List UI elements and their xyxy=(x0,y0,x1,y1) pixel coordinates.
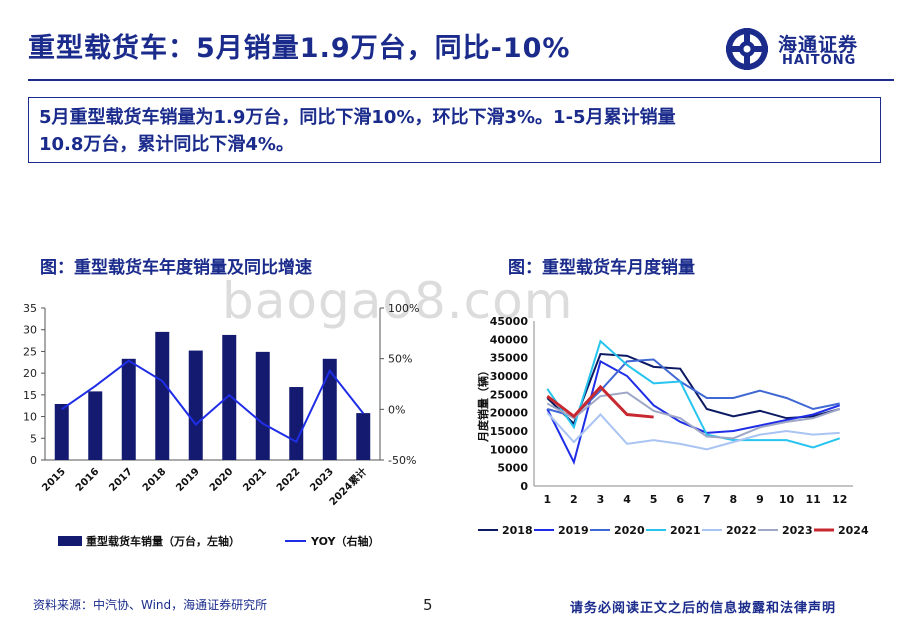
series-line-2020 xyxy=(547,358,840,418)
sales-bar xyxy=(322,358,337,460)
right-axis-tick-label: 50% xyxy=(388,353,412,366)
y-axis-tick-label: 15000 xyxy=(490,425,529,438)
legend-label-2018: 2018 xyxy=(502,524,533,537)
x-axis-tick-label: 10 xyxy=(779,493,795,506)
legend-label-2020: 2020 xyxy=(614,524,645,537)
sales-bar xyxy=(289,387,304,460)
legend-line-label: YOY（右轴） xyxy=(310,534,380,548)
page-title: 重型载货车：5月销量1.9万台，同比-10% xyxy=(28,33,571,64)
summary-box: 5月重型载货车销量为1.9万台，同比下滑10%，环比下滑3%。1-5月累计销量 … xyxy=(28,97,881,163)
x-axis-tick-label: 2020 xyxy=(208,466,235,493)
series-line-2023 xyxy=(546,391,841,440)
sales-bar xyxy=(222,334,237,460)
annual-sales-chart: 0 5 10 15 20 25 30 35 -50% 0% 50% 100% 2015 2016 2017 2… xyxy=(23,302,419,548)
y-axis-tick-label: 30000 xyxy=(490,370,529,383)
sales-bar xyxy=(188,350,203,460)
y-axis-tick-label: 5000 xyxy=(497,462,528,475)
x-axis-tick-label: 3 xyxy=(597,493,605,506)
monthly-sales-chart: 0 5000 10000 15000 20000 25000 30000 35000 40000… xyxy=(476,315,869,537)
legend-label-2023: 2023 xyxy=(782,524,813,537)
x-axis-tick-label: 12 xyxy=(832,493,847,506)
y-axis-tick-label: 25000 xyxy=(490,388,529,401)
x-axis-tick-label: 2021 xyxy=(241,466,268,493)
left-axis-tick-label: 20 xyxy=(23,367,37,380)
x-axis-tick-label: 2019 xyxy=(174,466,201,493)
y-axis-label: 月度销量（辆） xyxy=(476,365,490,443)
summary-line-2: 10.8万台，累计同比下滑4%。 xyxy=(39,134,294,155)
watermark: baogao8.com xyxy=(222,272,574,330)
x-axis-tick-label: 11 xyxy=(805,493,820,506)
logo-text-en: HAITONG xyxy=(782,53,857,68)
sales-bar xyxy=(356,413,371,460)
legend-label-2021: 2021 xyxy=(670,524,701,537)
yoy-line xyxy=(61,359,365,444)
chart1-title: 图：重型载货车年度销量及同比增速 xyxy=(40,258,312,278)
footer-disclaimer: 请务必阅读正文之后的信息披露和法律声明 xyxy=(570,601,837,616)
x-axis-tick-label: 4 xyxy=(623,493,631,506)
x-axis-tick-label: 2015 xyxy=(40,466,67,493)
summary-line-1: 5月重型载货车销量为1.9万台，同比下滑10%，环比下滑3%。1-5月累计销量 xyxy=(39,107,676,128)
legend-bar-label: 重型载货车销量（万台，左轴） xyxy=(86,534,240,548)
right-axis-tick-label: 0% xyxy=(388,403,405,416)
sales-bar xyxy=(121,358,136,460)
sales-bar xyxy=(155,331,170,460)
left-axis-tick-label: 30 xyxy=(23,324,37,337)
y-axis-tick-label: 20000 xyxy=(490,407,529,420)
x-axis-tick-label: 1 xyxy=(543,493,551,506)
right-axis-tick-label: 100% xyxy=(388,302,419,315)
left-axis-tick-label: 5 xyxy=(30,432,37,445)
y-axis-tick-label: 10000 xyxy=(490,443,529,456)
x-axis-tick-label: 8 xyxy=(730,493,738,506)
x-axis-tick-label: 2023 xyxy=(308,466,335,493)
series-line-2024 xyxy=(546,384,654,419)
x-axis-tick-label: 9 xyxy=(756,493,764,506)
left-axis-tick-label: 15 xyxy=(23,389,37,402)
legend-bar-swatch xyxy=(58,536,82,546)
series-line-2022 xyxy=(546,411,840,451)
sales-bar xyxy=(255,351,270,460)
left-axis-tick-label: 0 xyxy=(30,454,37,467)
y-axis-tick-label: 35000 xyxy=(490,352,529,365)
footer-source: 资料来源：中汽协、Wind，海通证券研究所 xyxy=(33,598,268,612)
sales-bar xyxy=(54,403,69,460)
haitong-logo: 海通证券 HAITONG xyxy=(722,26,892,74)
y-axis-tick-label: 40000 xyxy=(490,333,529,346)
y-axis-tick-label: 0 xyxy=(520,480,528,493)
left-axis-tick-label: 25 xyxy=(23,345,37,358)
x-axis-tick-label: 2022 xyxy=(275,466,302,493)
y-axis-tick-label: 45000 xyxy=(490,315,529,328)
legend-label-2019: 2019 xyxy=(558,524,589,537)
sales-bar xyxy=(88,391,103,460)
x-axis-tick-label: 2 xyxy=(570,493,578,506)
series-line-2021 xyxy=(546,339,841,449)
logo-text-cn: 海通证券 xyxy=(778,34,859,56)
x-axis-tick-label: 7 xyxy=(703,493,711,506)
x-axis-tick-label: 2017 xyxy=(107,466,134,493)
left-axis-tick-label: 35 xyxy=(23,302,37,315)
left-axis-tick-label: 10 xyxy=(23,411,37,424)
right-axis-tick-label: -50% xyxy=(388,454,416,467)
page-number: 5 xyxy=(423,596,433,614)
legend-label-2024: 2024 xyxy=(838,524,869,537)
x-axis-tick-label: 2016 xyxy=(74,466,101,493)
chart2-title: 图：重型载货车月度销量 xyxy=(508,258,695,278)
x-axis-tick-label: 2018 xyxy=(141,466,168,493)
x-axis-tick-label: 5 xyxy=(650,493,658,506)
haitong-emblem-icon xyxy=(726,28,768,70)
header-divider xyxy=(28,79,894,81)
legend-label-2022: 2022 xyxy=(726,524,757,537)
x-axis-tick-label: 6 xyxy=(676,493,684,506)
